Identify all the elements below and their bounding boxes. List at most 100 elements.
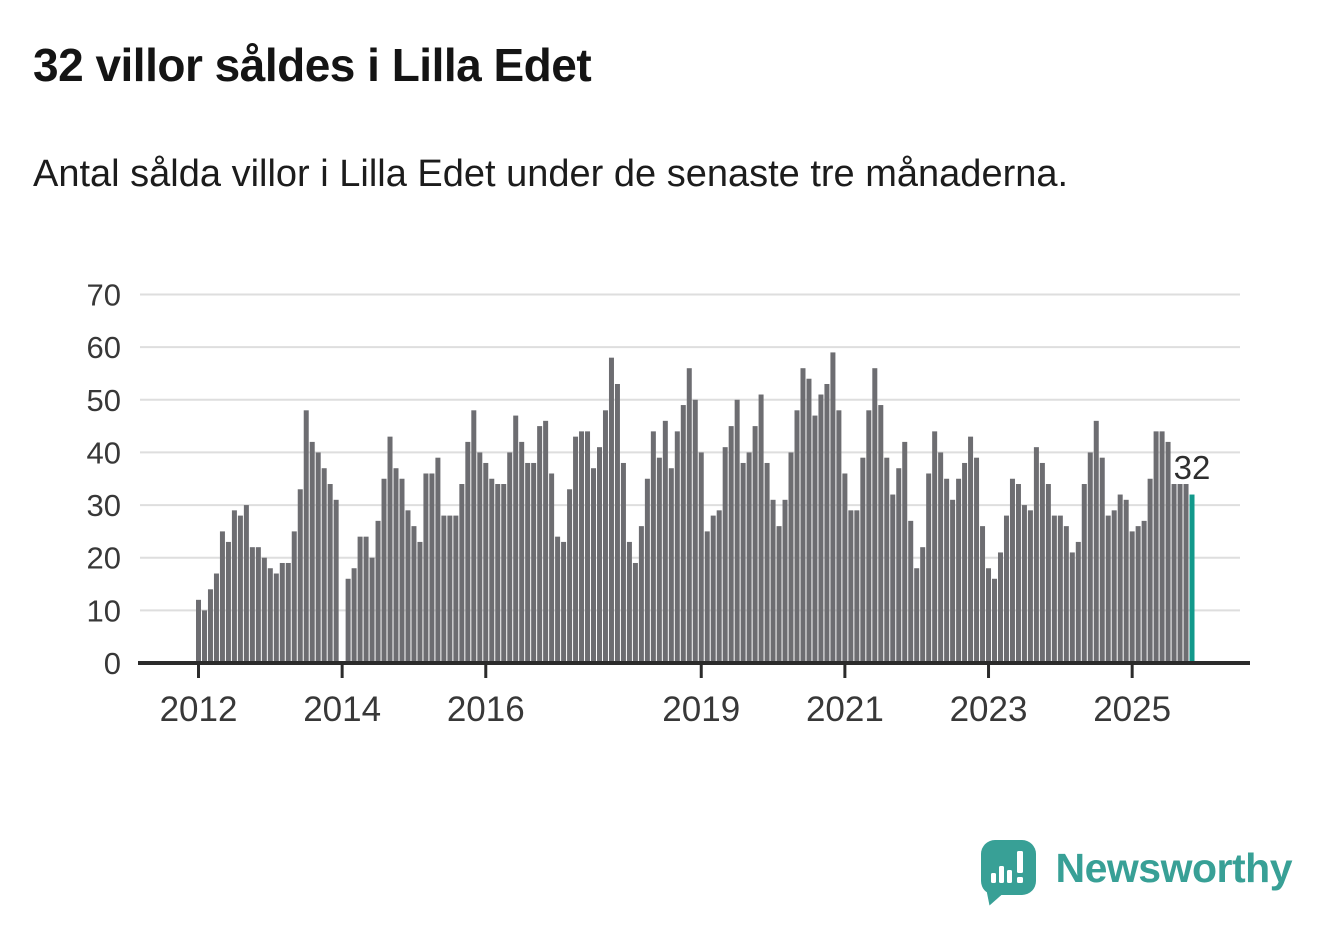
x-axis-tick-label: 2019 [662,690,740,729]
bar [501,484,507,663]
y-axis-tick-label: 20 [87,541,121,576]
bar [872,368,878,663]
x-axis-tick-label: 2021 [806,690,884,729]
bar [926,473,932,663]
bar [1123,499,1129,663]
bar [992,578,997,663]
bar [1105,515,1111,663]
highlighted-bar-current-value [1189,494,1195,663]
bar [255,547,261,663]
bar [1003,515,1009,663]
bar [261,557,267,663]
bar [567,489,573,663]
y-axis-tick-label: 10 [87,593,121,628]
bar [381,478,387,663]
bar [507,452,513,663]
bar [908,520,914,663]
bar [854,510,860,663]
y-axis-tick-label: 50 [87,383,121,418]
bar [423,473,429,663]
bar [1081,484,1087,663]
bar [710,515,716,663]
bar [1039,462,1045,663]
bar [986,568,992,663]
bar [429,473,435,663]
y-axis-tick-label: 0 [104,646,121,681]
bar [447,515,453,663]
bar [579,431,585,663]
bar [231,510,237,663]
bar [752,426,758,663]
bar [1027,510,1033,663]
bar [1015,484,1021,663]
bar [656,457,662,663]
bar [884,457,890,663]
bar [309,441,315,663]
bar [968,436,974,663]
bar [387,436,393,663]
bar [273,573,279,663]
bar [201,610,207,663]
bar [1033,447,1039,663]
bar [399,478,405,663]
bar [902,441,908,663]
bar [585,431,591,663]
bar [716,510,722,663]
bar [393,468,399,663]
bar [956,478,962,663]
x-axis-tick-label: 2016 [447,690,525,729]
bar [830,352,836,663]
bar [1135,526,1141,663]
bar [489,478,495,663]
bar [1141,520,1147,663]
last-value-annotation: 32 [1174,449,1211,486]
bar [896,468,902,663]
bar [1057,515,1063,663]
bar [770,499,776,663]
bar [243,505,249,663]
bar [842,473,848,663]
bar [297,489,303,663]
bar [824,383,830,663]
logo-barchart-glyph-icon [981,840,1036,895]
bar [734,399,740,663]
page-title: 32 villor såldes i Lilla Edet [33,39,592,91]
bar [866,410,872,663]
bar [477,452,483,663]
bar [285,562,291,663]
bar [357,536,363,663]
bar [1153,431,1159,663]
bar [369,557,375,663]
bar [860,457,866,663]
bar [776,526,782,663]
bar [932,431,938,663]
bar [561,541,567,663]
x-axis-tick-label: 2025 [1093,690,1171,729]
bar [644,478,650,663]
bar [267,568,273,663]
bar [692,399,698,663]
bar [662,420,668,663]
bar [279,562,285,663]
bar [327,484,333,663]
bar [704,531,710,663]
newsworthy-wordmark: Newsworthy [1055,844,1293,891]
bar [1093,420,1099,663]
bar [513,415,519,663]
bar [746,452,752,663]
y-axis-tick-label: 60 [87,330,121,365]
bar [1111,510,1117,663]
bar [1129,531,1135,663]
bar [405,510,411,663]
bar [465,441,471,663]
bar [196,599,201,663]
bar [782,499,788,663]
bar [674,431,680,663]
bar [441,515,447,663]
bar [333,499,339,663]
newsworthy-logo-icon [980,839,1036,906]
bar [632,562,638,663]
bar [722,447,728,663]
bar [483,462,489,663]
